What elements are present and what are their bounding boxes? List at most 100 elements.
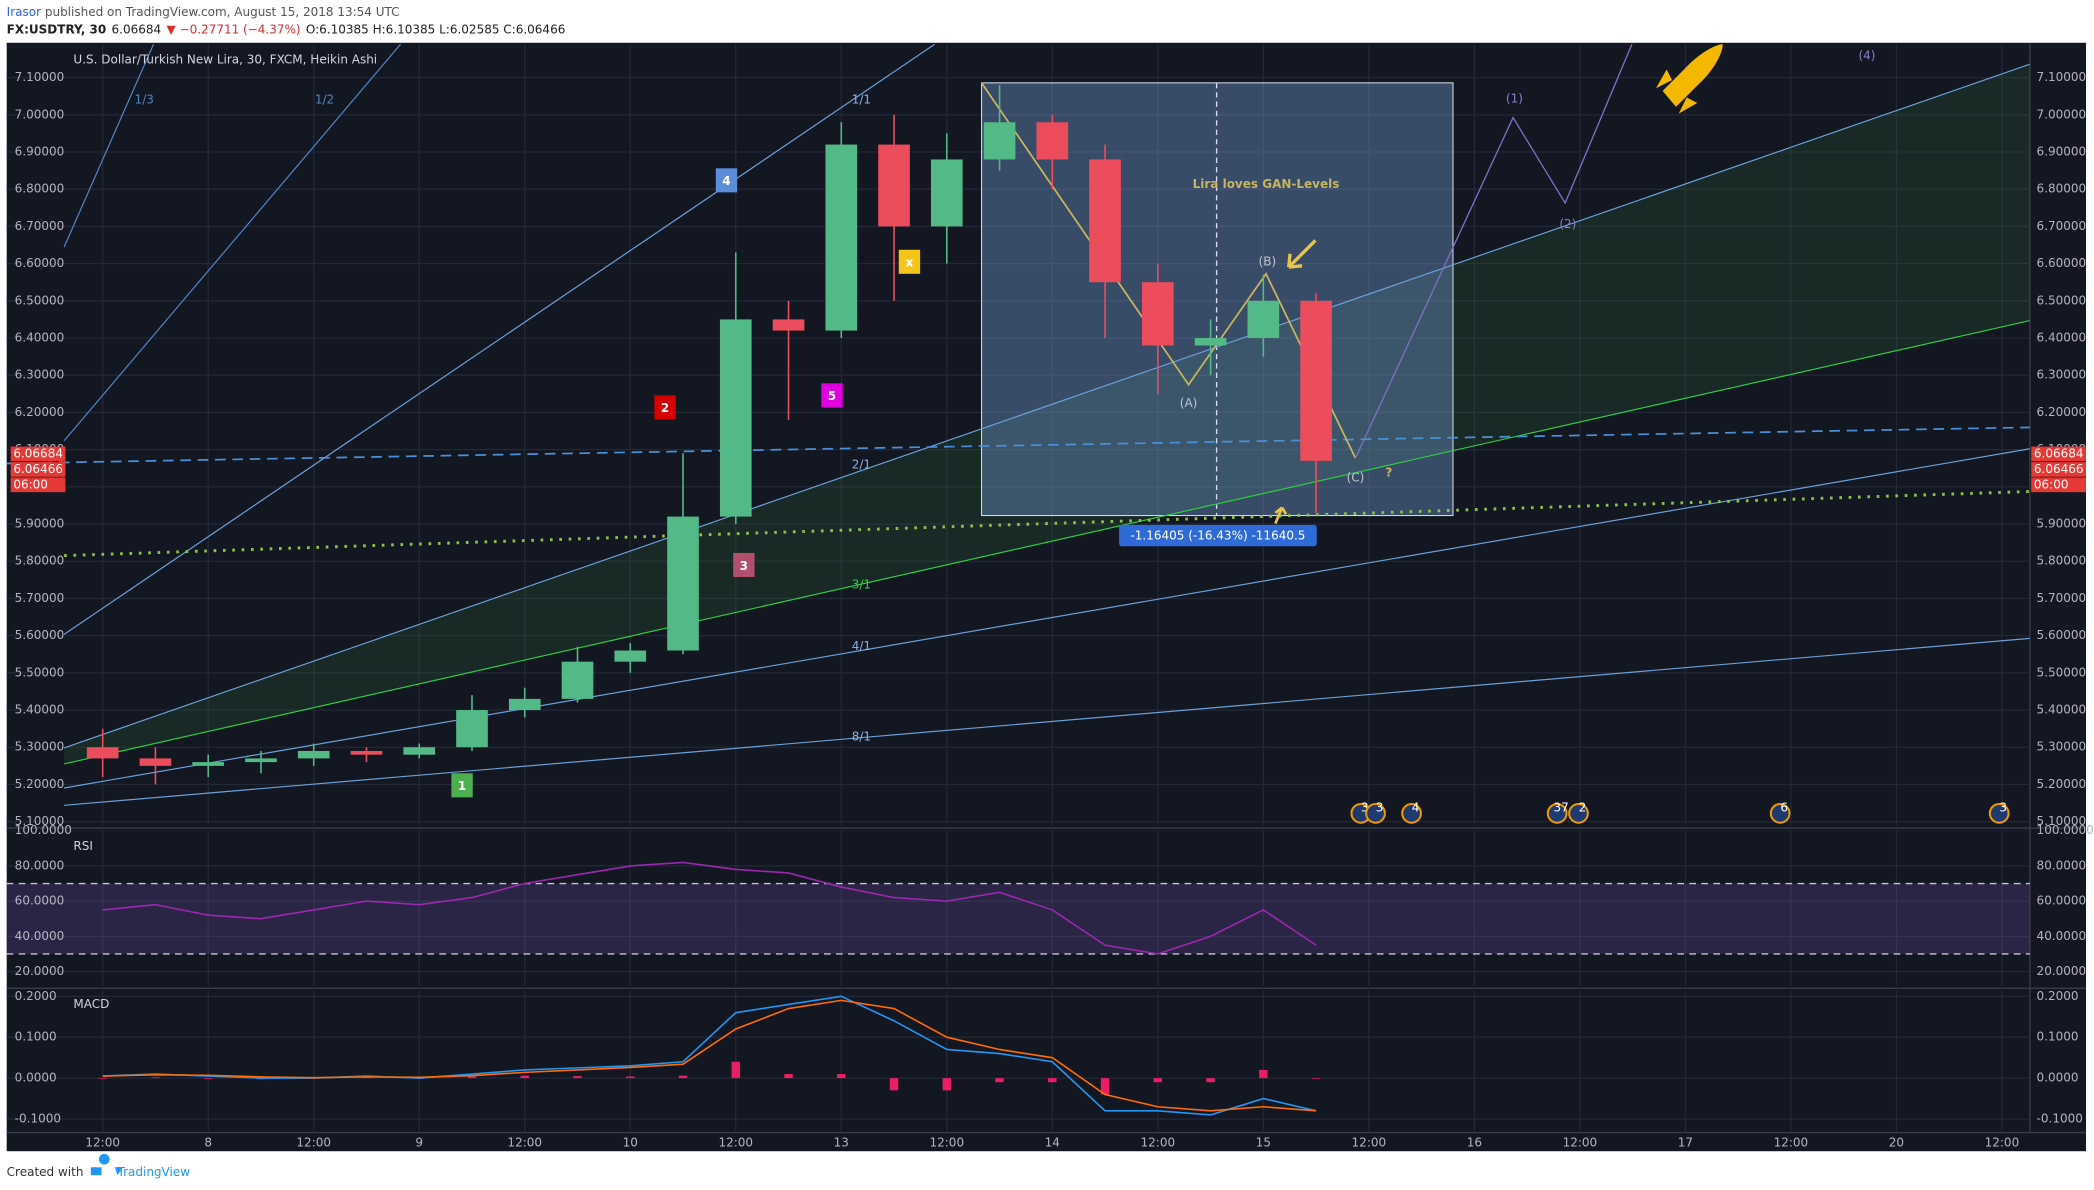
histogram-bar	[362, 1077, 371, 1079]
y-tick-label: 20.0000	[2037, 964, 2087, 978]
y-tick-label: 5.30000	[2037, 740, 2087, 754]
close-price: 6.06466	[13, 462, 63, 476]
x-tick-label: 12:00	[85, 1136, 120, 1150]
y-tick-label: 5.60000	[2037, 628, 2087, 642]
y-tick-label: 6.50000	[2037, 293, 2087, 307]
x-tick-label: 16	[1467, 1136, 1482, 1150]
y-tick-label: 6.20000	[2037, 405, 2087, 419]
candle-body	[772, 319, 805, 331]
y-tick-label: 5.10000	[2037, 814, 2087, 828]
x-tick-label: 12:00	[1141, 1136, 1176, 1150]
candle-body	[1247, 300, 1280, 339]
x-tick-label: 17	[1678, 1136, 1693, 1150]
fan-label: 1/2	[315, 93, 334, 107]
close-price-bg	[2031, 462, 2086, 477]
gann-line	[63, 63, 2030, 749]
wave-box	[715, 168, 738, 193]
y-tick-label-left: 0.0000	[15, 1071, 57, 1085]
x-tick-label: 12:00	[930, 1136, 965, 1150]
arrow	[1274, 506, 1288, 525]
y-tick-label: 0.1000	[2037, 1030, 2079, 1044]
candle-body	[350, 750, 383, 755]
y-tick-label-left: 6.20000	[15, 405, 65, 419]
y-tick-label-left: 6.30000	[15, 368, 65, 382]
symbol-line: FX:USDTRY, 30 6.06684 ▼ −0.27711 (−4.37%) O…	[7, 22, 566, 36]
countdown-bg	[10, 477, 66, 493]
event-count: 2	[1579, 801, 1587, 815]
wave-label: (C)	[1347, 471, 1365, 485]
candle-body	[1036, 122, 1069, 160]
arrow	[1287, 239, 1317, 269]
y-tick-label-left: 6.40000	[15, 331, 65, 345]
footer-created: Created with	[7, 1165, 84, 1179]
symbol: FX:USDTRY, 30	[7, 22, 107, 36]
y-tick-label-left: 6.50000	[15, 293, 65, 307]
footer-brand[interactable]: TradingView	[117, 1165, 191, 1179]
author[interactable]: Irasor	[7, 5, 41, 19]
y-tick-label-left: 100.0000	[15, 823, 72, 837]
y-tick-label-left: 5.50000	[15, 665, 65, 679]
wave-label: (B)	[1259, 254, 1277, 268]
candle-body	[1194, 338, 1227, 346]
wave-count: 3	[740, 559, 748, 573]
rocket	[1655, 44, 1723, 114]
macd-line	[102, 999, 1317, 1112]
y-tick-label-left: 0.2000	[15, 989, 57, 1003]
candle-body	[403, 747, 436, 755]
y-tick-label-left: 5.80000	[15, 554, 65, 568]
change: ▼ −0.27711 (−4.37%)	[167, 22, 301, 36]
histogram-bar	[203, 1078, 213, 1079]
countdown-bg	[2031, 477, 2086, 493]
y-tick-label: 60.0000	[2037, 894, 2087, 908]
fan-label: 1/1	[852, 93, 871, 107]
header-line: Irasor published on TradingView.com, Aug…	[7, 5, 400, 19]
tv-logo	[90, 1153, 123, 1176]
y-tick-label: 6.80000	[2037, 182, 2087, 196]
fan-label: 2/1	[852, 457, 871, 471]
histogram-bar	[151, 1077, 160, 1079]
rsi-pane	[6, 830, 2030, 986]
y-tick-label: 6.60000	[2037, 256, 2087, 270]
candle-body	[561, 661, 594, 699]
rsi-line	[102, 861, 1317, 955]
future-wave: (4)	[1858, 49, 1875, 63]
wave-box	[898, 249, 921, 274]
wave-box	[451, 773, 473, 798]
y-tick-label-left: 5.90000	[15, 517, 65, 531]
candle-body	[719, 319, 752, 517]
y-tick-label: 5.50000	[2037, 665, 2087, 679]
x-tick-label: 12:00	[507, 1136, 542, 1150]
histogram-bar	[1311, 1078, 1321, 1079]
y-tick-label: -0.1000	[2037, 1112, 2083, 1126]
published: published on TradingView.com, August 15,…	[41, 5, 399, 19]
y-tick-label: 5.20000	[2037, 777, 2087, 791]
wave-count: x	[906, 256, 914, 270]
event-count: 6	[1780, 801, 1788, 815]
price-pane: 1/3 1/2 1/1 2/1 3/1 4/1 8/1 1 2 3 4 5 x Lira loves GA…	[6, 44, 2030, 826]
rsi-band	[6, 883, 2030, 954]
wave-label: ?	[1385, 465, 1392, 479]
y-tick-label-left: 5.30000	[15, 740, 65, 754]
candle-body	[86, 747, 119, 759]
gann-line	[63, 44, 402, 442]
last: 6.06684	[112, 22, 162, 36]
histogram-bar	[942, 1078, 952, 1091]
gann-line	[63, 44, 936, 635]
histogram-bar	[678, 1075, 688, 1079]
y-tick-label: 6.90000	[2037, 145, 2087, 159]
histogram-bar	[467, 1076, 477, 1079]
y-tick-label-left: 7.00000	[15, 107, 65, 121]
macd-title: MACD	[73, 997, 109, 1011]
last-price-bg	[10, 446, 66, 462]
annotation: Lira loves GAN-Levels	[1193, 177, 1340, 191]
event-count: 3	[1999, 801, 2007, 815]
x-tick-label: 15	[1256, 1136, 1271, 1150]
histogram-bar	[1153, 1078, 1163, 1083]
x-tick-label: 12:00	[296, 1136, 331, 1150]
candle-body	[614, 650, 647, 662]
y-tick-label: 7.10000	[2037, 70, 2087, 84]
histogram-bar	[98, 1078, 107, 1079]
last-price: 6.06684	[2034, 446, 2084, 460]
y-tick-label-left: -0.1000	[15, 1112, 61, 1126]
